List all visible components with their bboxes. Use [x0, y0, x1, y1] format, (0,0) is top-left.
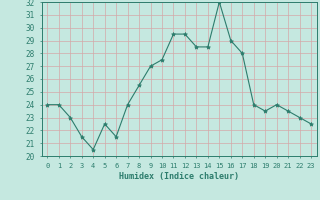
X-axis label: Humidex (Indice chaleur): Humidex (Indice chaleur) — [119, 172, 239, 181]
